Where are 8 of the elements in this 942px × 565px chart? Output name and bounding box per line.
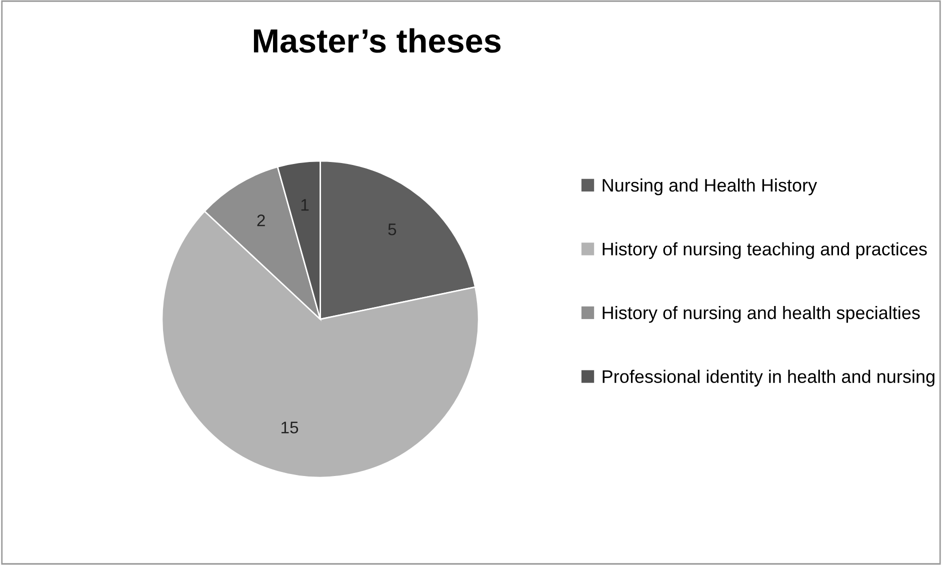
legend-label: History of nursing teaching and practices <box>602 242 927 260</box>
data-label: 15 <box>282 422 298 434</box>
legend-label: Nursing and Health History <box>602 178 818 196</box>
legend-label: History of nursing and health specialties <box>602 306 920 323</box>
data-label: 5 <box>388 224 396 236</box>
chart-title: Master’s theses <box>254 28 501 53</box>
legend-label: Professional identity in health and nursing <box>602 370 934 387</box>
data-label: 2 <box>257 214 265 226</box>
